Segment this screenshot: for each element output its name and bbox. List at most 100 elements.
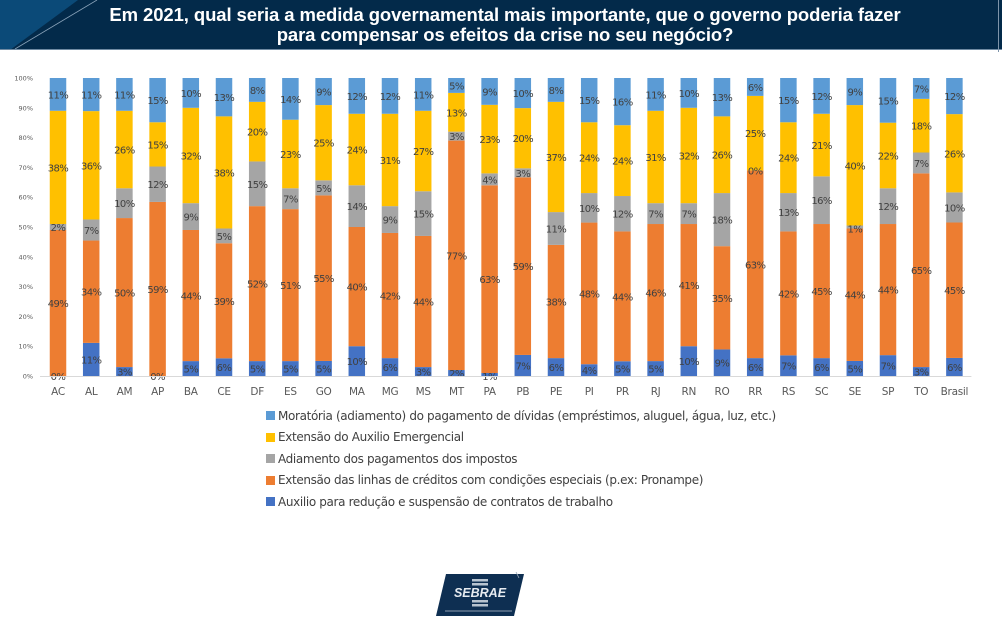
bar-segment — [348, 113, 366, 186]
y-tick-label: 10% — [19, 343, 33, 351]
bar-segment — [182, 229, 200, 362]
x-tick-label: AM — [117, 386, 133, 398]
data-label: 44% — [413, 298, 434, 309]
bar-segment — [248, 206, 266, 362]
bar-segment — [514, 168, 532, 178]
legend-item: Adiamento dos pagamentos dos impostos — [266, 448, 776, 470]
bar-segment — [182, 361, 200, 376]
data-label: 12% — [878, 202, 899, 213]
bar-segment — [813, 78, 830, 114]
bar-segment — [282, 119, 299, 189]
data-label: 41% — [679, 281, 700, 292]
data-label: 5% — [316, 364, 331, 375]
bar-segment — [116, 367, 133, 376]
x-tick-label: RS — [782, 386, 796, 398]
data-label: 16% — [811, 196, 832, 207]
sebrae-logo: SEBRAE — [436, 572, 524, 616]
y-tick-label: 80% — [19, 134, 33, 142]
header-accent-line — [14, 0, 98, 49]
bars-group — [49, 78, 963, 376]
bar-segment — [116, 188, 133, 219]
data-label: 40% — [845, 161, 866, 172]
data-label: 38% — [546, 298, 567, 309]
data-label: 32% — [181, 151, 202, 162]
data-label: 15% — [778, 96, 799, 107]
legend-item: Moratória (adiamento) do pagamento de dí… — [266, 405, 776, 427]
bar-segment — [614, 361, 631, 376]
x-tick-label: RO — [715, 386, 730, 398]
bar-segment — [746, 170, 764, 359]
bar-segment — [912, 78, 930, 99]
data-label: 9% — [715, 359, 730, 370]
bar-segment — [215, 228, 233, 244]
bar-segment — [946, 357, 963, 376]
legend-swatch — [266, 475, 275, 485]
bar-segment — [215, 78, 233, 117]
data-label: 6% — [814, 363, 829, 374]
bar-segment — [547, 78, 565, 102]
data-label: 27% — [413, 147, 434, 158]
bar-segment — [946, 114, 963, 193]
bar-segment — [647, 203, 664, 225]
bar-segment — [248, 161, 266, 207]
x-tick-label: TO — [913, 386, 928, 398]
data-label: 7% — [914, 84, 929, 95]
x-tick-label: GO — [316, 386, 332, 398]
legend-swatch — [266, 454, 275, 464]
bar-segment — [381, 78, 399, 114]
bar-segment — [481, 78, 498, 105]
x-tick-label: DF — [250, 386, 264, 398]
bar-segment — [481, 373, 498, 376]
bar-segment — [248, 361, 266, 376]
data-label: 31% — [645, 153, 666, 164]
legend-item: Extensão do Auxilio Emergencial — [266, 427, 776, 449]
data-label: 11% — [81, 91, 102, 102]
data-label: 11% — [546, 224, 567, 235]
bar-segment — [846, 225, 864, 229]
data-label: 38% — [48, 163, 69, 174]
data-label: 36% — [81, 161, 102, 172]
data-label: 12% — [944, 92, 965, 103]
bar-segment — [580, 78, 598, 123]
bar-segment — [414, 191, 432, 236]
data-label: 14% — [280, 95, 301, 106]
title-line-1: Em 2021, qual seria a medida governament… — [109, 4, 901, 25]
logo-stripe — [472, 600, 488, 603]
x-tick-label: RJ — [651, 386, 661, 398]
bar-segment — [481, 173, 498, 186]
bar-segment — [414, 78, 432, 111]
y-tick-label: 30% — [19, 283, 33, 291]
bar-segment — [912, 152, 930, 174]
data-label: 7% — [881, 362, 896, 373]
y-tick-label: 0% — [23, 373, 33, 381]
data-label: 20% — [247, 128, 268, 139]
data-label: 15% — [579, 96, 600, 107]
bar-segment — [746, 358, 764, 376]
data-label: 6% — [383, 363, 398, 374]
bar-segment — [946, 78, 963, 115]
bar-segment — [215, 358, 233, 376]
data-label: 3% — [914, 368, 929, 379]
bar-segment — [647, 361, 664, 376]
data-label: 15% — [878, 96, 899, 107]
y-tick-label: 90% — [19, 104, 33, 112]
data-label: 5% — [449, 81, 464, 92]
data-label: 11% — [48, 90, 69, 101]
x-tick-label: AC — [51, 386, 65, 398]
bar-segment — [149, 78, 166, 123]
bar-segment — [448, 92, 465, 132]
data-label: 63% — [479, 275, 500, 286]
data-label: 55% — [313, 274, 334, 285]
bar-segment — [116, 218, 133, 368]
data-label: 9% — [183, 213, 198, 224]
logo-text: SEBRAE — [454, 586, 507, 600]
logo-stripe — [472, 604, 488, 607]
data-label: 11% — [114, 90, 135, 101]
bar-segment — [846, 105, 864, 226]
data-label: 4% — [482, 175, 497, 186]
data-label: 7% — [914, 159, 929, 170]
data-label: 26% — [114, 146, 135, 157]
data-label: 10% — [347, 357, 368, 368]
data-label: 21% — [811, 141, 832, 152]
legend-label: Extensão das linhas de créditos com cond… — [278, 473, 704, 488]
